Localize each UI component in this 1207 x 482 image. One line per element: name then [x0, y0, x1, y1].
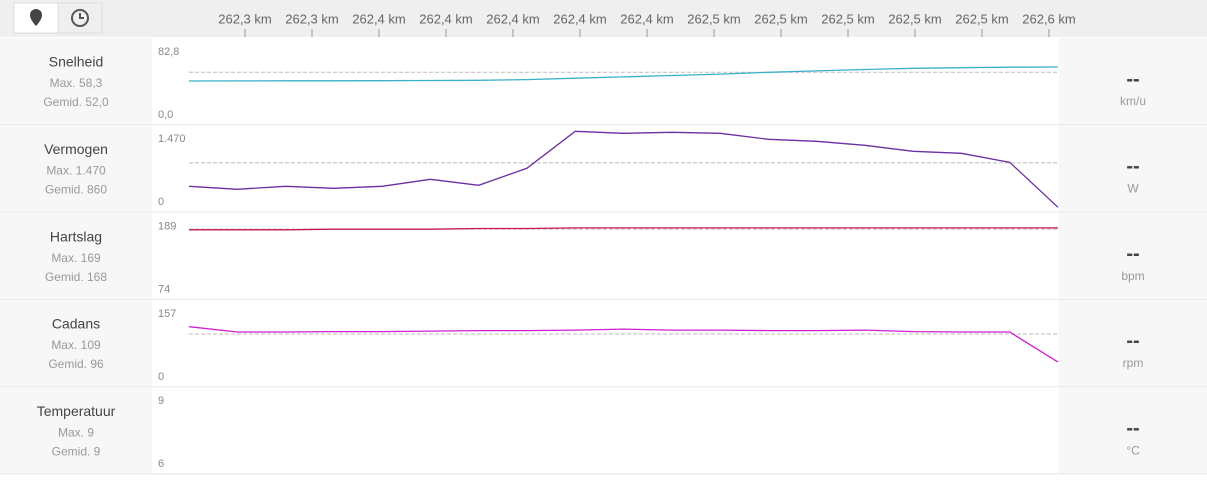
- unit: bpm: [1121, 269, 1144, 283]
- pin-icon: [30, 9, 42, 26]
- metric-max: Max. 9: [58, 425, 94, 439]
- x-tick-label: 262,4 km: [352, 11, 405, 26]
- x-tick-label: 262,5 km: [687, 11, 740, 26]
- metric-name: Hartslag: [50, 228, 102, 244]
- current-value: --: [1126, 243, 1139, 265]
- x-tick-label: 262,4 km: [419, 11, 472, 26]
- x-tick-label: 262,5 km: [955, 11, 1008, 26]
- clock-icon: [71, 9, 89, 27]
- x-tick-label: 262,5 km: [888, 11, 941, 26]
- series-line: [189, 227, 1058, 231]
- x-tick-label: 262,4 km: [620, 11, 673, 26]
- series-line: [188, 66, 1059, 82]
- value-column: [1059, 38, 1207, 125]
- value-column: [1059, 387, 1207, 474]
- value-column: [1059, 125, 1207, 212]
- y-tick-label: 1.470: [158, 133, 186, 145]
- metric-name: Snelheid: [49, 54, 104, 70]
- metric-avg: Gemid. 9: [52, 444, 101, 458]
- metric-name: Vermogen: [44, 141, 108, 157]
- series-line: [188, 130, 1059, 208]
- x-tick-label: 262,6 km: [1022, 11, 1075, 26]
- y-tick-label: 189: [158, 221, 176, 233]
- x-tick-label: 262,5 km: [821, 11, 874, 26]
- y-tick-label: 74: [158, 284, 170, 296]
- y-tick-label: 82,8: [158, 46, 179, 58]
- value-column: [1059, 299, 1207, 387]
- x-tick-label: 262,3 km: [218, 11, 271, 26]
- metric-max: Max. 58,3: [50, 76, 103, 90]
- current-value: --: [1126, 330, 1139, 352]
- x-tick-label: 262,4 km: [486, 11, 539, 26]
- label-column: [0, 125, 152, 212]
- unit: rpm: [1123, 356, 1144, 370]
- x-tick-label: 262,4 km: [553, 11, 606, 26]
- clock-hands: [79, 13, 84, 19]
- x-tick-label: 262,5 km: [754, 11, 807, 26]
- y-tick-label: 9: [158, 395, 164, 407]
- metric-avg: Gemid. 168: [45, 270, 107, 284]
- label-column: [0, 387, 152, 474]
- label-column: [0, 38, 152, 125]
- metric-name: Temperatuur: [37, 403, 116, 419]
- x-tick-label: 262,3 km: [285, 11, 338, 26]
- metric-max: Max. 109: [51, 338, 101, 352]
- current-value: --: [1126, 417, 1139, 439]
- y-tick-label: 6: [158, 458, 164, 470]
- time-button[interactable]: [57, 2, 103, 34]
- label-column: [0, 299, 152, 387]
- metric-avg: Gemid. 96: [48, 357, 104, 371]
- top-bar: [0, 0, 1207, 37]
- y-tick-label: 0: [158, 196, 164, 208]
- current-value: --: [1126, 156, 1139, 178]
- y-tick-label: 0,0: [158, 109, 173, 121]
- current-value: --: [1126, 68, 1139, 90]
- y-tick-label: 157: [158, 308, 176, 320]
- metric-avg: Gemid. 860: [45, 182, 107, 196]
- metric-max: Max. 169: [51, 251, 101, 265]
- metric-max: Max. 1.470: [46, 163, 106, 177]
- metric-name: Cadans: [52, 316, 100, 332]
- metric-avg: Gemid. 52,0: [43, 95, 109, 109]
- unit: km/u: [1120, 94, 1146, 108]
- series-line: [188, 326, 1059, 363]
- label-column: [0, 212, 152, 299]
- unit: W: [1127, 181, 1139, 195]
- value-column: [1059, 212, 1207, 299]
- unit: °C: [1126, 443, 1140, 457]
- y-tick-label: 0: [158, 371, 164, 383]
